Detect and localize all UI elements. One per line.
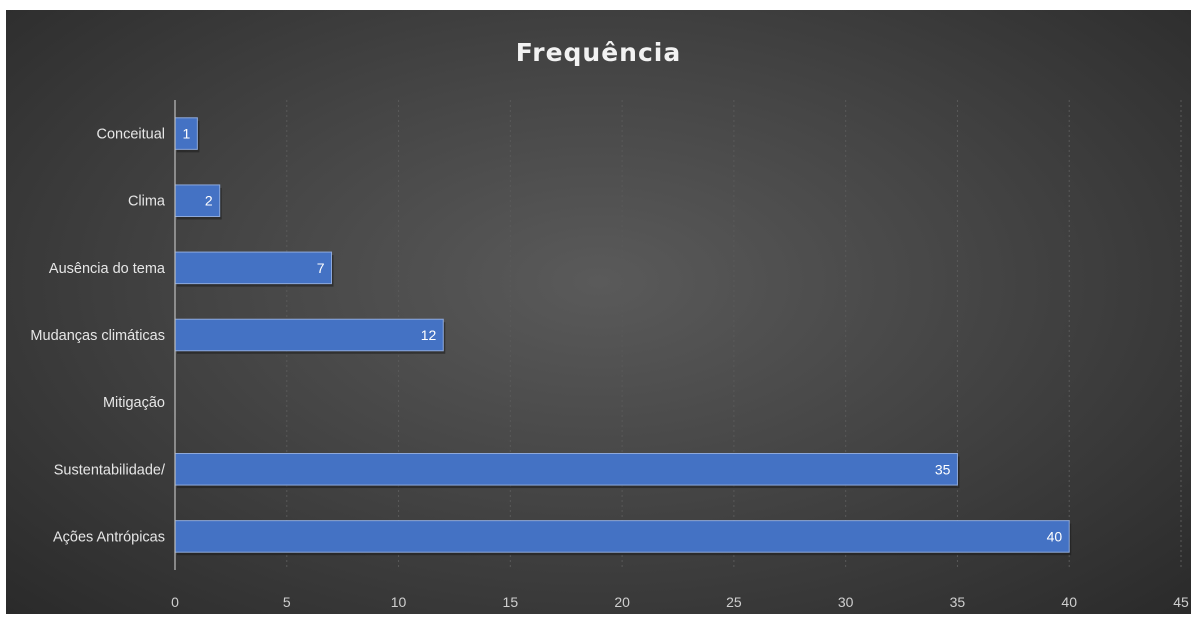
chart-area: Frequência 0 5 10 15 20 25 30 35 40 45 Conceitual 1… [6,10,1191,614]
x-tick-label: 40 [1061,594,1077,610]
category-label: Conceitual [96,127,165,143]
data-label: 1 [183,126,191,142]
category-label: Sustentabilidade/ [54,462,166,478]
data-label: 2 [205,193,213,209]
category-label: Mitigação [103,395,165,411]
data-label: 40 [1047,528,1063,544]
bar [174,453,958,486]
category-label: Clima [128,194,166,210]
x-tick-label: 45 [1173,594,1189,610]
chart-title: Frequência [515,38,682,67]
bar [174,251,332,285]
bar [174,318,444,352]
bars [174,117,1072,556]
x-tick-label: 30 [838,594,854,610]
labels: 0 5 10 15 20 25 30 35 40 45 Conceitual 1 Clima 2 Ausên… [30,126,1189,610]
bar [174,184,221,217]
x-tick-label: 25 [726,594,742,610]
x-tick-label: 10 [391,594,407,610]
category-label: Ações Antrópicas [53,529,165,545]
data-label: 7 [317,260,325,276]
category-label: Mudanças climáticas [30,328,165,344]
x-tick-label: 35 [950,594,966,610]
x-tick-label: 0 [171,594,179,610]
x-tick-label: 20 [614,594,630,610]
bar-chart: 0 5 10 15 20 25 30 35 40 45 Conceitual 1 Clima 2 Ausên… [30,100,1189,610]
x-tick-label: 15 [503,594,519,610]
data-label: 12 [421,327,437,343]
data-label: 35 [935,461,951,477]
category-label: Ausência do tema [49,261,166,277]
bar [174,520,1070,553]
x-tick-label: 5 [283,594,291,610]
